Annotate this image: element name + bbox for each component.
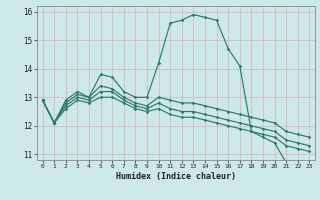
X-axis label: Humidex (Indice chaleur): Humidex (Indice chaleur) bbox=[116, 172, 236, 181]
